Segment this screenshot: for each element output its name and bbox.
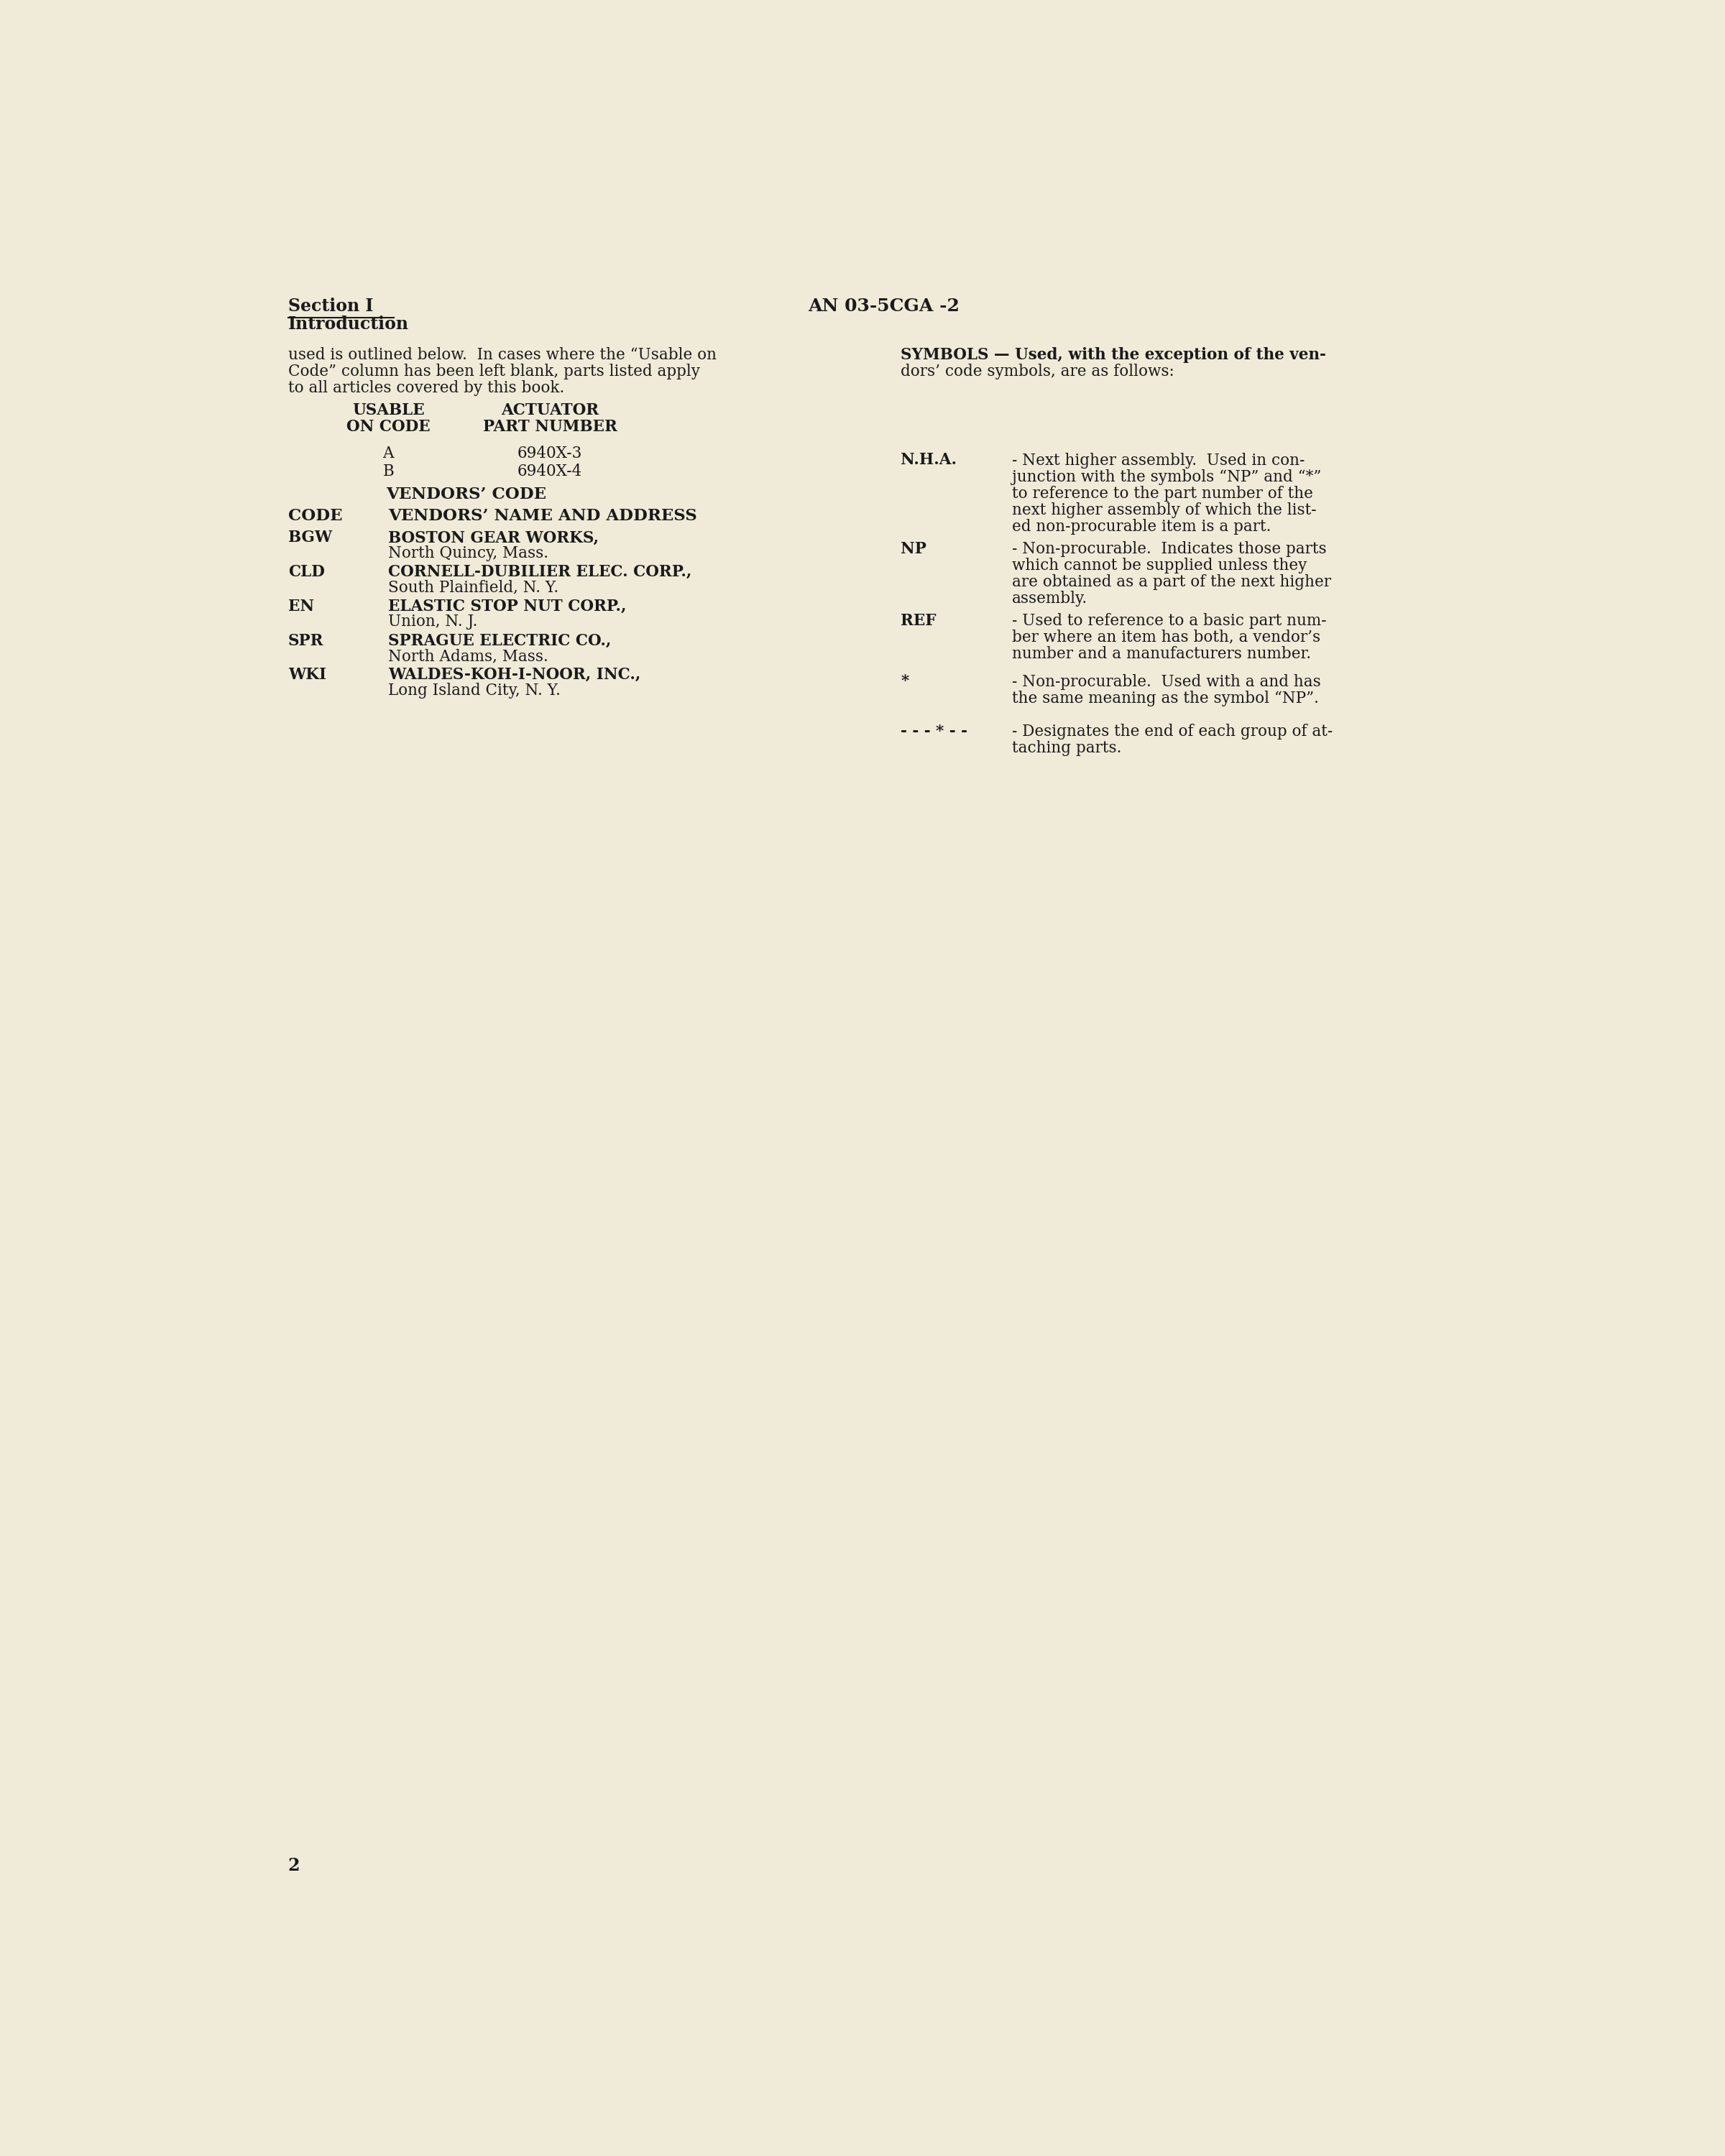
- Text: to reference to the part number of the: to reference to the part number of the: [1013, 485, 1313, 502]
- Text: - Non-procurable.  Used with a and has: - Non-procurable. Used with a and has: [1013, 673, 1321, 690]
- Text: SYMBOLS — Used, with the exception of the ven-: SYMBOLS — Used, with the exception of th…: [900, 347, 1327, 362]
- Text: used is outlined below.  In cases where the “Usable on: used is outlined below. In cases where t…: [288, 347, 716, 362]
- Text: ber where an item has both, a vendor’s: ber where an item has both, a vendor’s: [1013, 630, 1321, 645]
- Text: North Adams, Mass.: North Adams, Mass.: [388, 649, 549, 664]
- Text: which cannot be supplied unless they: which cannot be supplied unless they: [1013, 558, 1308, 573]
- Text: junction with the symbols “NP” and “*”: junction with the symbols “NP” and “*”: [1013, 470, 1321, 485]
- Text: 6940X-3: 6940X-3: [518, 446, 583, 461]
- Text: NP: NP: [900, 541, 926, 556]
- Text: Union, N. J.: Union, N. J.: [388, 614, 478, 630]
- Text: VENDORS’ CODE: VENDORS’ CODE: [386, 487, 547, 502]
- Text: USABLE: USABLE: [352, 403, 424, 418]
- Text: Introduction: Introduction: [288, 315, 409, 332]
- Text: SPRAGUE ELECTRIC CO.,: SPRAGUE ELECTRIC CO.,: [388, 634, 611, 649]
- Text: dors’ code symbols, are as follows:: dors’ code symbols, are as follows:: [900, 364, 1175, 379]
- Text: Long Island City, N. Y.: Long Island City, N. Y.: [388, 683, 561, 699]
- Text: - Next higher assembly.  Used in con-: - Next higher assembly. Used in con-: [1013, 453, 1306, 468]
- Text: Section I: Section I: [288, 298, 373, 315]
- Text: to all articles covered by this book.: to all articles covered by this book.: [288, 379, 564, 397]
- Text: 2: 2: [288, 1856, 300, 1874]
- Text: EN: EN: [288, 599, 314, 614]
- Text: CODE: CODE: [288, 509, 342, 524]
- Text: - Designates the end of each group of at-: - Designates the end of each group of at…: [1013, 724, 1333, 740]
- Text: PART NUMBER: PART NUMBER: [483, 418, 618, 436]
- Text: Code” column has been left blank, parts listed apply: Code” column has been left blank, parts …: [288, 364, 700, 379]
- Text: ELASTIC STOP NUT CORP.,: ELASTIC STOP NUT CORP.,: [388, 599, 626, 614]
- Text: CORNELL-DUBILIER ELEC. CORP.,: CORNELL-DUBILIER ELEC. CORP.,: [388, 565, 692, 580]
- Text: the same meaning as the symbol “NP”.: the same meaning as the symbol “NP”.: [1013, 690, 1320, 707]
- Text: number and a manufacturers number.: number and a manufacturers number.: [1013, 647, 1311, 662]
- Text: A: A: [383, 446, 393, 461]
- Text: B: B: [383, 464, 393, 479]
- Text: WALDES-KOH-I-NOOR, INC.,: WALDES-KOH-I-NOOR, INC.,: [388, 666, 642, 683]
- Text: VENDORS’ NAME AND ADDRESS: VENDORS’ NAME AND ADDRESS: [388, 509, 697, 524]
- Text: - Used to reference to a basic part num-: - Used to reference to a basic part num-: [1013, 612, 1327, 630]
- Text: BGW: BGW: [288, 530, 331, 545]
- Text: AN 03-5CGA -2: AN 03-5CGA -2: [809, 298, 959, 315]
- Text: assembly.: assembly.: [1013, 591, 1088, 606]
- Text: WKI: WKI: [288, 666, 326, 683]
- Text: N.H.A.: N.H.A.: [900, 453, 957, 468]
- Text: SPR: SPR: [288, 634, 324, 649]
- Text: - - - * - -: - - - * - -: [900, 724, 968, 740]
- Text: ACTUATOR: ACTUATOR: [500, 403, 599, 418]
- Text: CLD: CLD: [288, 565, 324, 580]
- Text: BOSTON GEAR WORKS,: BOSTON GEAR WORKS,: [388, 530, 599, 545]
- Text: *: *: [900, 673, 909, 690]
- Text: South Plainfield, N. Y.: South Plainfield, N. Y.: [388, 580, 559, 595]
- Text: - Non-procurable.  Indicates those parts: - Non-procurable. Indicates those parts: [1013, 541, 1327, 556]
- Text: next higher assembly of which the list-: next higher assembly of which the list-: [1013, 502, 1316, 517]
- Text: are obtained as a part of the next higher: are obtained as a part of the next highe…: [1013, 573, 1332, 591]
- Text: North Quincy, Mass.: North Quincy, Mass.: [388, 545, 549, 561]
- Text: ON CODE: ON CODE: [347, 418, 430, 436]
- Text: 6940X-4: 6940X-4: [518, 464, 583, 479]
- Text: ed non-procurable item is a part.: ed non-procurable item is a part.: [1013, 520, 1271, 535]
- Text: taching parts.: taching parts.: [1013, 740, 1121, 757]
- Text: REF: REF: [900, 612, 937, 630]
